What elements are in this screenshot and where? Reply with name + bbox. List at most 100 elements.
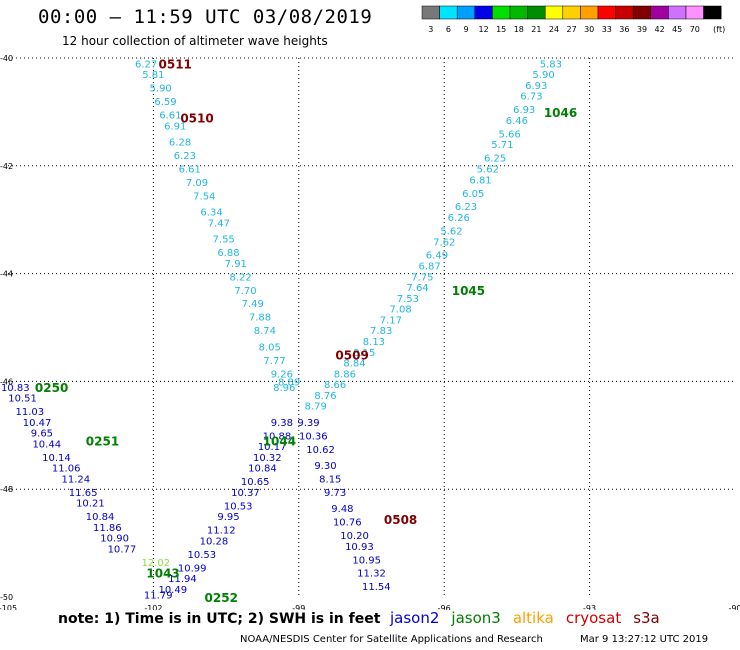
swh-value: 5.71 bbox=[491, 140, 513, 151]
scale-swatch bbox=[703, 5, 722, 20]
swh-value: 6.23 bbox=[174, 151, 196, 162]
swh-value: 9.65 bbox=[31, 429, 53, 440]
track: 6.275.815.906.596.616.916.286.236.617.09… bbox=[135, 59, 286, 366]
swh-value: 6.28 bbox=[169, 138, 191, 149]
footer-note: note: 1) Time is in UTC; 2) SWH is in fe… bbox=[58, 611, 380, 627]
swh-value: 10.77 bbox=[108, 544, 137, 555]
track-time-label: 1045 bbox=[452, 284, 485, 298]
lon-tick-label: -99 bbox=[292, 604, 305, 610]
swh-value: 10.47 bbox=[23, 418, 52, 429]
swh-value: 10.88 bbox=[263, 431, 292, 442]
swh-value: 6.88 bbox=[217, 248, 239, 259]
swh-value: 8.76 bbox=[314, 391, 336, 402]
lon-tick-label: -102 bbox=[144, 604, 162, 610]
swh-value: 5.90 bbox=[532, 70, 554, 81]
scale-label: 39 bbox=[637, 25, 647, 34]
swh-value: 7.70 bbox=[234, 286, 256, 297]
swh-value: 8.79 bbox=[305, 402, 327, 413]
swh-value: 11.54 bbox=[362, 582, 391, 593]
swh-value: 7.77 bbox=[263, 356, 285, 367]
swh-value: 12.02 bbox=[142, 558, 171, 569]
scale-label: 27 bbox=[567, 25, 577, 34]
swh-value: 6.59 bbox=[154, 97, 176, 108]
scale-label: 30 bbox=[584, 25, 594, 34]
swh-value: 10.53 bbox=[224, 501, 253, 512]
swh-value: 8.05 bbox=[259, 342, 281, 353]
swh-value: 6.73 bbox=[520, 92, 542, 103]
swh-value: 6.87 bbox=[419, 262, 441, 273]
track-time-label: 0252 bbox=[205, 591, 238, 605]
swh-value: 7.75 bbox=[411, 272, 433, 283]
swh-value: 6.61 bbox=[179, 164, 201, 175]
swh-value: 10.14 bbox=[42, 453, 71, 464]
swh-value: 5.62 bbox=[440, 226, 462, 237]
track-time-label: 1044 bbox=[263, 435, 296, 449]
swh-value: 8.15 bbox=[353, 348, 375, 359]
swh-value: 9.38 bbox=[271, 418, 293, 429]
note-text: note: 1) Time is in UTC; 2) SWH is in fe… bbox=[58, 611, 381, 627]
lon-tick-label: -93 bbox=[583, 604, 596, 610]
swh-value: 6.93 bbox=[513, 105, 535, 116]
satellite-jason2: jason2 bbox=[390, 609, 440, 627]
track-time-label: 0509 bbox=[335, 348, 368, 362]
swh-value: 6.49 bbox=[426, 251, 448, 262]
swh-value: 10.53 bbox=[188, 550, 217, 561]
track-time-label: 0250 bbox=[35, 381, 68, 395]
track-time-label: 1046 bbox=[544, 106, 577, 120]
swh-value: 10.76 bbox=[333, 518, 362, 529]
swh-value: 8.89 bbox=[278, 377, 300, 388]
swh-value: 10.84 bbox=[86, 512, 115, 523]
swh-value: 11.24 bbox=[62, 474, 91, 485]
swh-value: 11.79 bbox=[144, 590, 173, 601]
swh-value: 6.46 bbox=[506, 116, 528, 127]
swh-value: 7.62 bbox=[433, 237, 455, 248]
scale-label: 21 bbox=[531, 25, 541, 34]
swh-value: 7.55 bbox=[213, 235, 235, 246]
swh-value: 11.06 bbox=[52, 464, 81, 475]
swh-value: 7.54 bbox=[193, 191, 215, 202]
scale-label: 36 bbox=[619, 25, 629, 34]
scale-label: 45 bbox=[672, 25, 682, 34]
swh-value: 5.66 bbox=[498, 129, 520, 140]
satellite-s3a: s3a bbox=[633, 609, 660, 627]
credit-text: NOAA/NESDIS Center for Satellite Applica… bbox=[240, 634, 543, 645]
swh-value: 10.65 bbox=[241, 477, 270, 488]
swh-value: 8.15 bbox=[319, 474, 341, 485]
track-time-label: 0511 bbox=[159, 57, 192, 71]
swh-value: 7.47 bbox=[208, 218, 230, 229]
swh-value: 5.83 bbox=[540, 59, 562, 70]
swh-value: 8.84 bbox=[343, 359, 365, 370]
lat-tick-label: -44 bbox=[0, 270, 13, 279]
swh-value: 10.62 bbox=[306, 445, 335, 456]
lon-tick-label: -96 bbox=[438, 604, 451, 610]
lon-tick-label: -105 bbox=[0, 604, 17, 610]
swh-value: 8.96 bbox=[273, 383, 295, 394]
swh-value: 10.99 bbox=[178, 563, 207, 574]
swh-value: 8.74 bbox=[254, 326, 276, 337]
swh-value: 7.17 bbox=[380, 315, 402, 326]
swh-value: 10.20 bbox=[340, 531, 369, 542]
scale-label: 12 bbox=[479, 25, 489, 34]
swh-value: 9.48 bbox=[331, 504, 353, 515]
swh-value: 6.91 bbox=[164, 121, 186, 132]
swh-value: 10.32 bbox=[253, 453, 282, 464]
track: 9.39 10.36 10.62 9.30 8.15 9.73 9.48 10.76 10.20… bbox=[297, 418, 390, 593]
scale-label: 70 bbox=[690, 25, 700, 34]
lat-tick-label: -48 bbox=[0, 485, 13, 494]
altimeter-map: -105 -102 -99 -96 -93 -90 -40 -42 -44 -46 -48 -50 6.… bbox=[0, 54, 740, 610]
swh-value: 11.86 bbox=[93, 523, 122, 534]
swh-value: 10.44 bbox=[32, 439, 61, 450]
swh-value: 6.05 bbox=[462, 189, 484, 200]
swh-value: 10.17 bbox=[258, 442, 287, 453]
track-time-label: 0251 bbox=[86, 435, 119, 449]
swh-value: 9.95 bbox=[217, 512, 239, 523]
satellite-cryosat: cryosat bbox=[565, 609, 622, 627]
swh-value: 6.93 bbox=[525, 81, 547, 92]
swh-value: 8.22 bbox=[230, 272, 252, 283]
scale-label: 3 bbox=[428, 25, 433, 34]
swh-value: 7.91 bbox=[225, 259, 247, 270]
track: 5.835.906.936.736.936.465.665.716.255.62… bbox=[305, 59, 562, 412]
lat-tick-label: -40 bbox=[0, 54, 13, 63]
swh-value: 7.64 bbox=[406, 283, 428, 294]
swh-value: 6.81 bbox=[469, 175, 491, 186]
